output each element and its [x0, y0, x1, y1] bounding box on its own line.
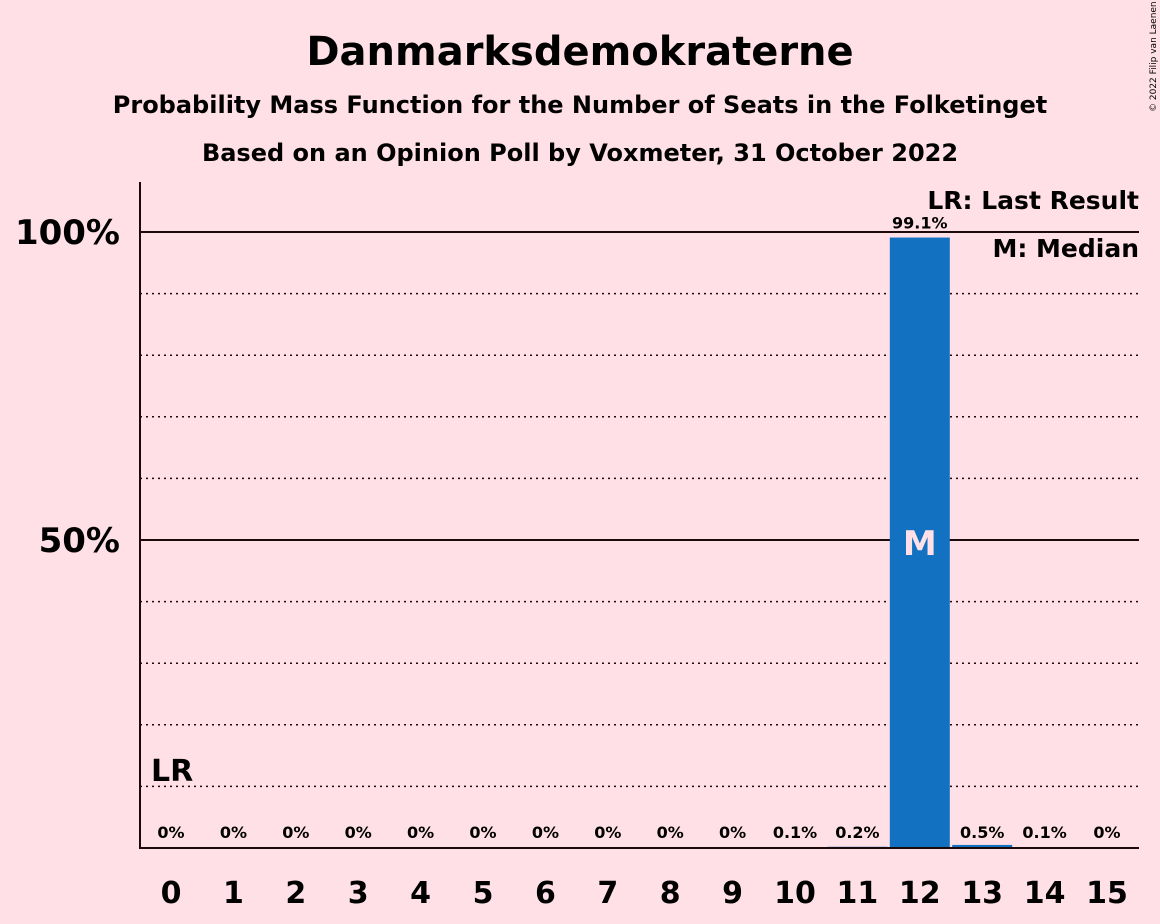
chart-title: Danmarksdemokraterne — [306, 29, 853, 75]
x-tick-label: 12 — [899, 876, 941, 911]
value-label: 0% — [532, 823, 559, 842]
value-label: 0% — [594, 823, 621, 842]
x-tick-label: 8 — [660, 876, 681, 911]
x-tick-label: 2 — [285, 876, 306, 911]
last-result-marker: LR — [151, 754, 193, 789]
x-tick-label: 1 — [223, 876, 244, 911]
value-label: 99.1% — [892, 214, 948, 233]
axes: 50%100%0 1 2 3 4 5 6 7 8 9 10 11 12 13 14 15 — [15, 182, 1139, 911]
y-tick-label: 50% — [39, 521, 120, 561]
value-labels: 0% 0% 0% 0% 0% 0% 0% 0% 0% 0% 0.1% 0.2% 99.1% 0.5% 0.1… — [151, 214, 1121, 842]
gridlines — [140, 231, 1139, 788]
x-tick-label: 13 — [961, 876, 1003, 911]
x-tick-label: 5 — [473, 876, 494, 911]
legend-last-result: LR: Last Result — [927, 186, 1139, 215]
value-label: 0.1% — [773, 823, 817, 842]
x-tick-label: 15 — [1086, 876, 1128, 911]
value-label: 0.5% — [960, 823, 1004, 842]
value-label: 0% — [1093, 823, 1120, 842]
value-label: 0% — [282, 823, 309, 842]
value-label: 0% — [345, 823, 372, 842]
median-marker: M — [903, 524, 937, 564]
y-tick-label: 100% — [15, 213, 120, 253]
x-tick-label: 0 — [161, 876, 182, 911]
x-tick-label: 4 — [410, 876, 431, 911]
bar-seats-12 — [889, 237, 950, 848]
x-tick-label: 3 — [348, 876, 369, 911]
legend-median: M: Median — [992, 234, 1139, 263]
chart-subtitle: Probability Mass Function for the Number… — [113, 91, 1047, 119]
copyright-credit: © 2022 Filip van Laenen — [1149, 1, 1159, 112]
value-label: 0% — [220, 823, 247, 842]
value-label: 0% — [407, 823, 434, 842]
value-label: 0% — [719, 823, 746, 842]
chart-subtitle-poll: Based on an Opinion Poll by Voxmeter, 31… — [202, 139, 958, 167]
x-tick-label: 9 — [722, 876, 743, 911]
value-label: 0% — [157, 823, 184, 842]
x-tick-label: 14 — [1024, 876, 1066, 911]
value-label: 0.1% — [1022, 823, 1066, 842]
x-tick-label: 11 — [837, 876, 879, 911]
x-tick-label: 7 — [597, 876, 618, 911]
value-label: 0% — [657, 823, 684, 842]
bar-seats-13 — [952, 844, 1013, 848]
value-label: 0.2% — [835, 823, 879, 842]
x-tick-label: 6 — [535, 876, 556, 911]
value-label: 0% — [469, 823, 496, 842]
x-tick-label: 10 — [774, 876, 816, 911]
